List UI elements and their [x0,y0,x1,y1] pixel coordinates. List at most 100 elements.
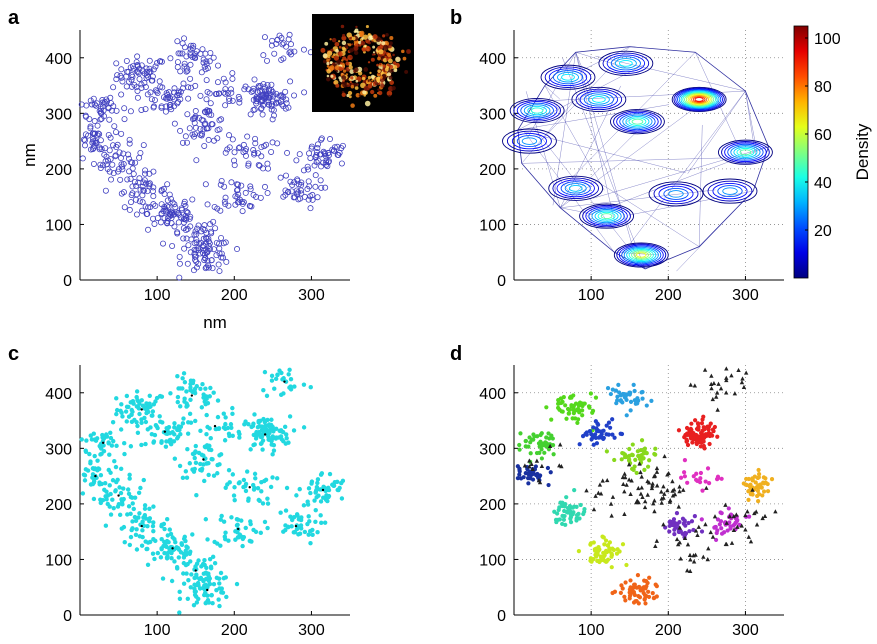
data-point [177,127,184,134]
inset-pixel [355,92,361,98]
contour-line [575,51,627,69]
cluster-point [594,441,600,446]
cluster-point [747,514,752,519]
data-point [269,378,275,383]
data-point [215,398,221,403]
noise-point [678,556,683,561]
inset-pixel [367,79,370,82]
cluster-point [576,417,581,422]
data-point [160,240,167,247]
cluster-point [711,429,716,434]
data-point [133,84,140,91]
cluster-point [682,474,688,479]
data-point [250,191,257,198]
data-point [167,430,173,436]
data-point [80,136,87,143]
data-point [262,369,268,375]
data-point [132,159,139,166]
contour-level [678,90,720,109]
inset-pixel [353,67,359,72]
data-point [183,235,190,242]
data-point [247,186,254,193]
data-point [186,125,193,132]
inset-pixel [326,58,330,63]
data-point [241,477,247,483]
inset-pixel [382,44,389,51]
y-tick-label: 300 [479,441,506,458]
inset-pixel [349,69,355,74]
data-point [246,498,251,503]
data-point [211,582,217,587]
inset-pixel [322,59,327,64]
data-point [161,521,167,527]
data-point [135,70,142,77]
data-point [183,469,189,474]
data-point [234,246,241,253]
data-point [207,100,214,107]
cluster-point [631,600,637,605]
inset-pixel [378,49,384,55]
data-point [187,75,194,82]
data-point [116,149,123,156]
data-point [241,484,246,490]
data-point [119,526,125,531]
panel-d-label: d [450,343,462,365]
data-point [331,147,338,154]
cluster-point [610,590,615,596]
data-point [193,443,198,449]
inset-pixel [361,76,366,81]
noise-point [701,554,706,559]
cluster-point [695,478,700,483]
data-point [104,432,109,437]
data-point [199,46,206,53]
cluster-point [577,442,582,447]
data-point [270,91,277,98]
cluster-point [700,428,705,433]
cluster-point [601,428,606,433]
data-point [198,386,203,392]
data-point [96,144,103,151]
cluster-point [597,559,602,565]
cluster-point [617,549,622,554]
data-point [134,94,141,101]
data-point [140,187,147,194]
cluster-point [744,482,749,488]
data-point [181,245,188,252]
panel-a-label: a [8,7,20,29]
noise-point [740,376,745,381]
cluster-point [715,528,720,533]
colorbar-tick-label: 20 [814,223,832,240]
noise-point [547,443,553,449]
data-point [135,423,140,429]
data-point [279,41,286,48]
data-point [171,85,178,92]
data-point [209,593,214,598]
data-point [118,408,123,414]
data-point [274,36,281,43]
data-point [202,557,207,563]
data-point [183,562,189,568]
inset-pixel [326,61,330,66]
data-point [216,90,223,97]
data-point [269,417,274,422]
noise-point [731,527,737,532]
data-point [242,189,249,196]
noise-point [773,509,778,514]
data-point [91,118,98,125]
cluster-point [599,432,604,437]
data-point [257,194,264,201]
y-tick-label: 300 [479,106,506,123]
data-point [208,566,214,571]
cluster-point [637,595,643,600]
data-point [139,192,146,199]
data-point [208,230,215,237]
data-point [204,412,209,418]
data-point [114,396,119,401]
data-point [114,479,119,485]
cluster-point [685,442,691,448]
data-point [126,504,132,509]
data-point [118,91,125,98]
cluster-point [646,589,651,594]
data-point [101,99,108,106]
data-point [104,489,109,494]
